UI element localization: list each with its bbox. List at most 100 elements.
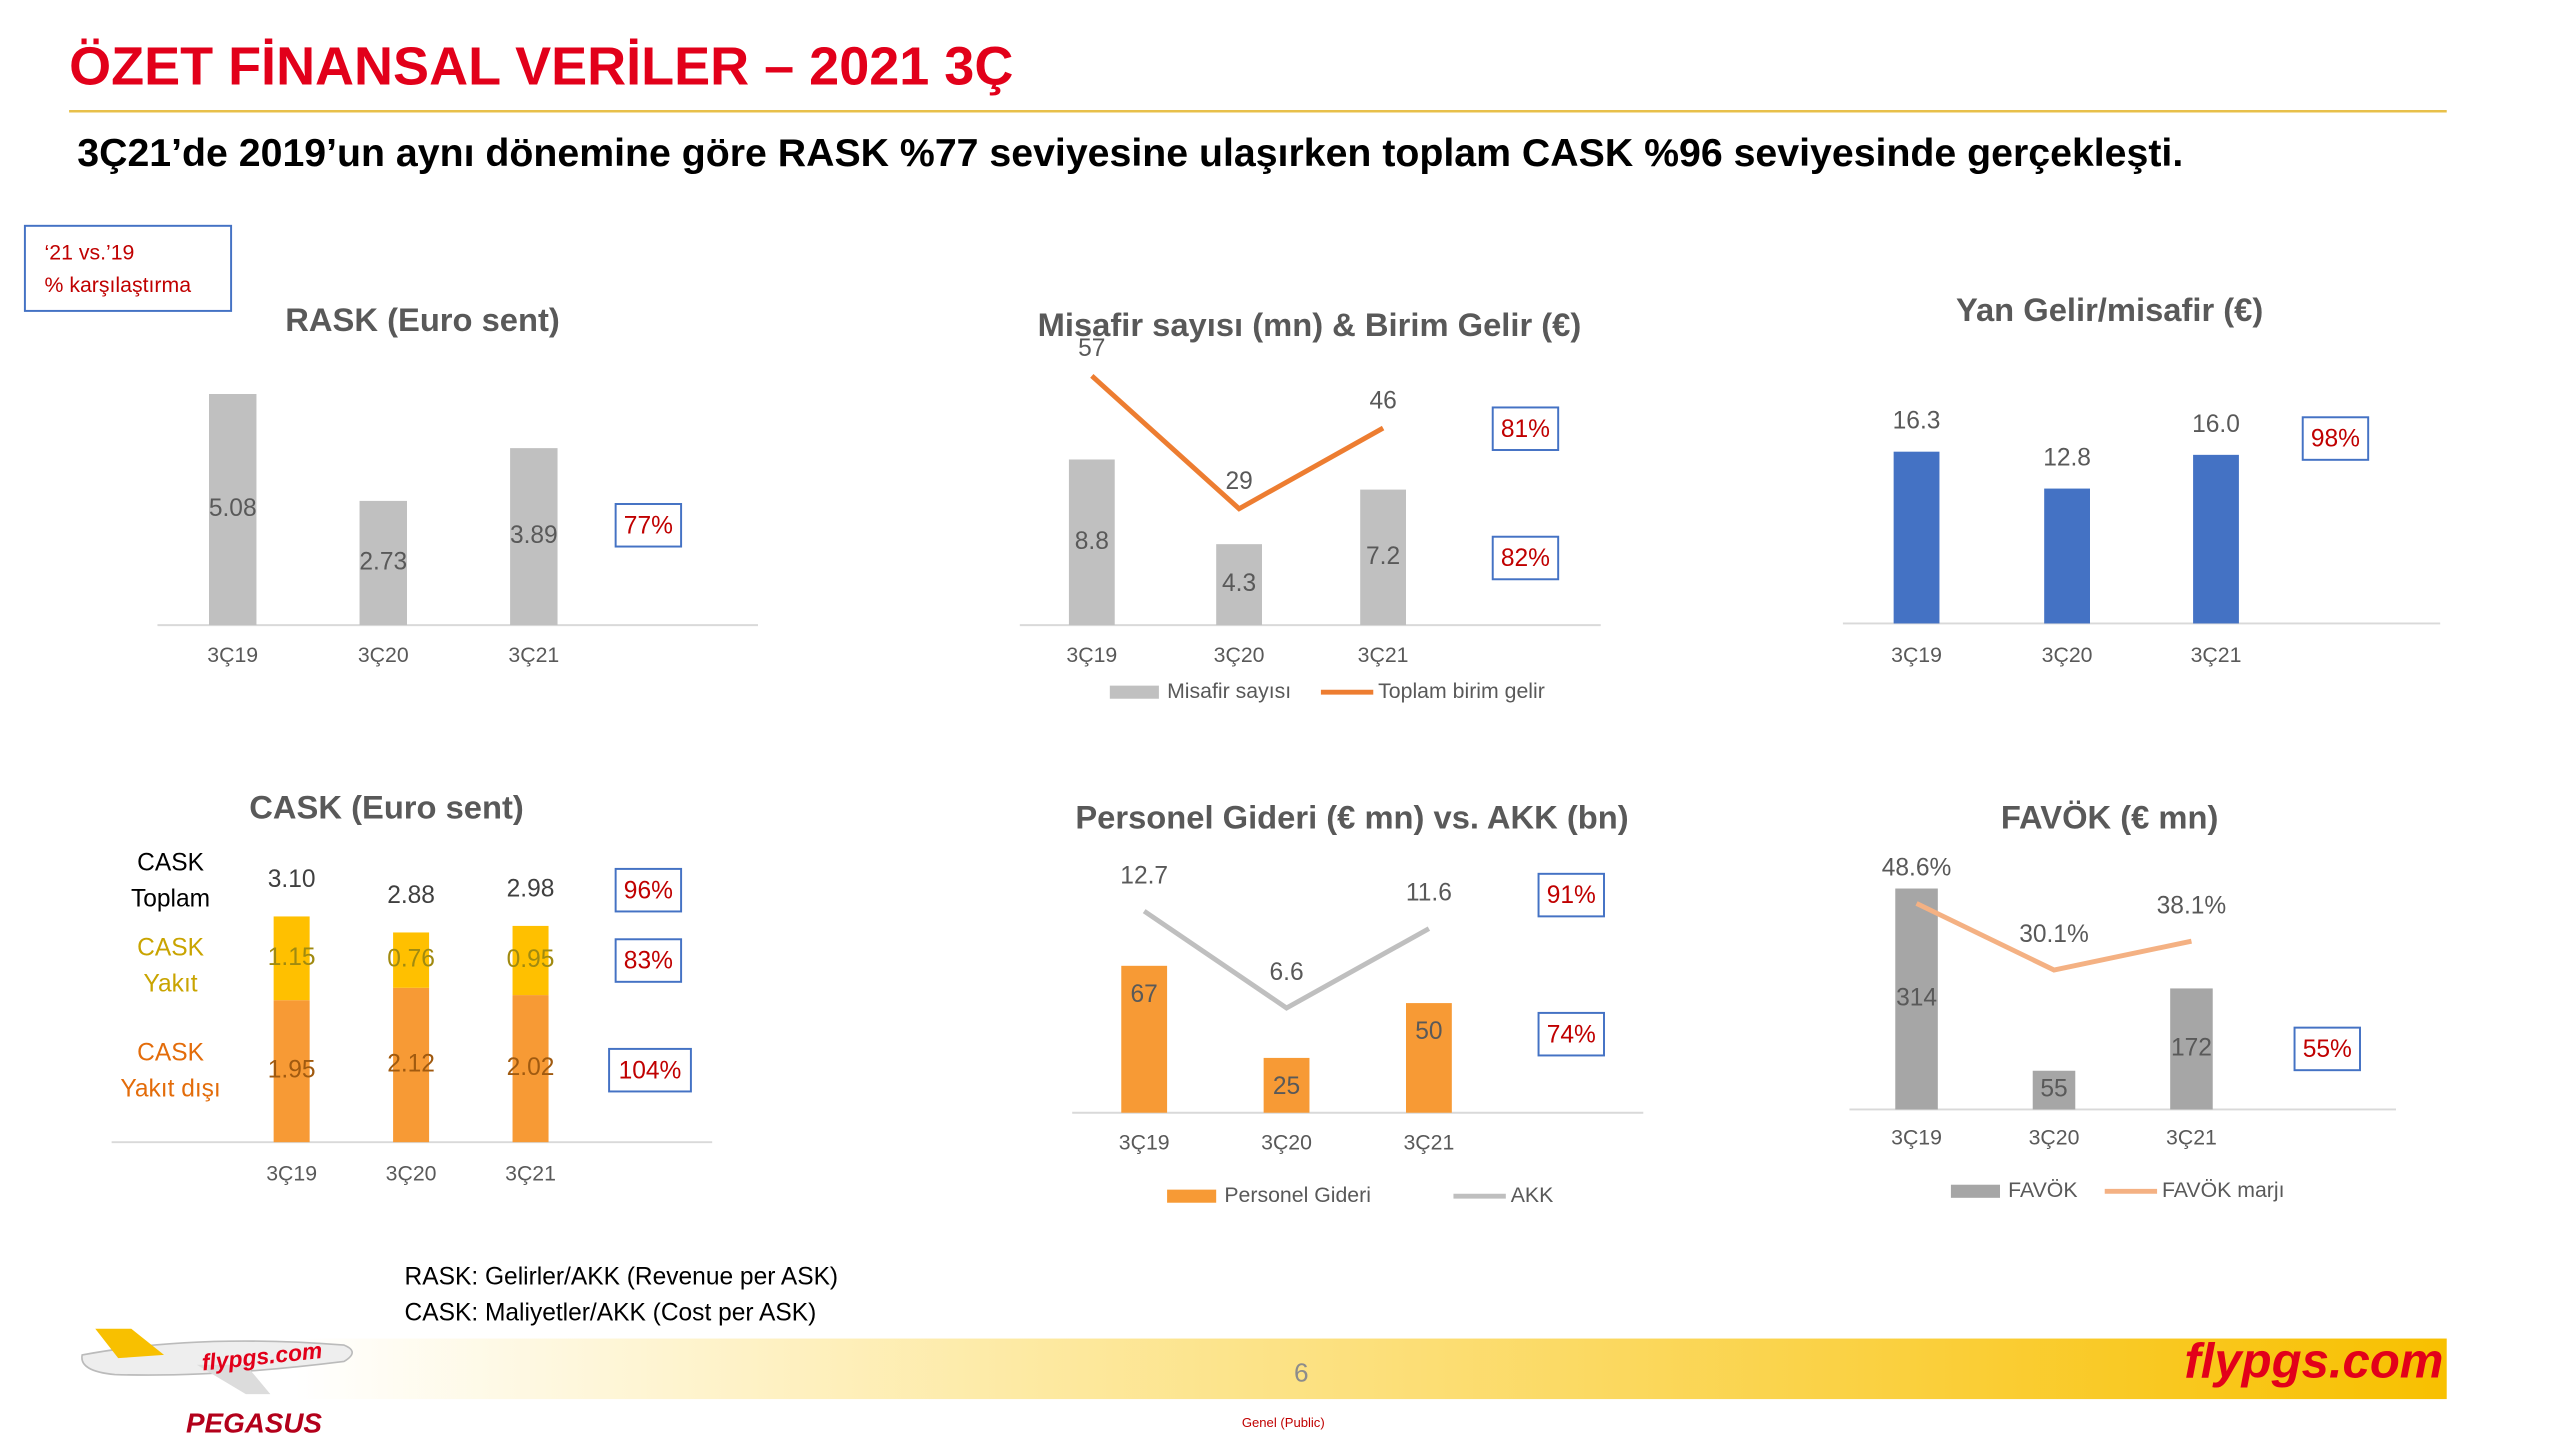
data-label: 12.7 [1120,862,1168,889]
bar [1893,451,1940,624]
data-label: 46 [1369,387,1396,414]
bar [512,925,549,996]
data-label: 55 [2040,1076,2067,1103]
data-label: 2.73 [359,548,407,575]
data-label: 16.0 [2192,411,2240,438]
footer-band [294,1338,2447,1400]
bar [1895,888,1938,1110]
x-tick-label: 3Ç19 [1066,643,1117,667]
data-label: 314 [1896,984,1937,1011]
data-label: 11.6 [1406,880,1452,907]
footnote: RASK: Gelirler/AKK (Revenue per ASK) [405,1263,839,1290]
data-label: 5.08 [209,495,257,522]
slide-subtitle: 3Ç21’de 2019’un aynı dönemine göre RASK … [77,131,2183,175]
data-label: 12.8 [2043,445,2091,472]
legend-box-line: % karşılaştırma [45,273,192,297]
bar [1121,965,1168,1113]
data-label: 0.76 [387,946,435,973]
x-tick-label: 3Ç21 [1403,1130,1454,1154]
x-tick-label: 3Ç20 [1261,1130,1312,1154]
bar [1406,1003,1452,1113]
classification: Genel (Public) [1242,1415,1325,1430]
data-label: 2.12 [387,1050,435,1077]
comparison: 91% [1547,882,1596,909]
bar [512,995,549,1143]
chart-title: CASK (Euro sent) [249,789,523,826]
legend-box [23,224,233,312]
data-label: 50 [1415,1018,1442,1045]
slide-title: ÖZET FİNANSAL VERİLER – 2021 3Ç [69,37,1013,97]
bar [359,500,407,626]
data-label: 0.95 [507,946,555,973]
comparison: 98% [2311,426,2360,453]
x-tick-label: 3Ç19 [266,1162,317,1186]
bar [1216,544,1262,626]
data-label: 67 [1131,981,1158,1008]
legend-label: Personel Gideri [1224,1183,1371,1207]
logo: PEGASUS [186,1408,322,1439]
data-label: 2.02 [507,1054,555,1081]
chart-title: Personel Gideri (€ mn) vs. AKK (bn) [1075,798,1628,835]
data-label: 29 [1225,468,1252,495]
data-label: 7.2 [1366,543,1400,570]
comparison: 74% [1547,1021,1596,1048]
data-label: 4.3 [1222,570,1256,597]
legend-swatch [1109,685,1159,699]
legend-label: Misafir sayısı [1167,679,1291,703]
total-label: 2.88 [387,882,435,909]
line [1142,909,1431,1011]
x-tick-label: 3Ç21 [2191,643,2242,667]
chart-title: FAVÖK (€ mn) [2001,798,2219,835]
data-label: 57 [1078,335,1105,362]
comparison: 96% [624,877,673,904]
comparison: 83% [624,948,673,975]
bar [2044,488,2090,624]
data-label: 1.15 [268,944,316,971]
chart-title: Yan Gelir/misafir (€) [1956,291,2263,328]
comparison-box [2293,1026,2361,1072]
brand: flypgs.com [2184,1335,2443,1389]
comparison-box [1491,406,1560,451]
row-label: Yakıt dışı [120,1075,220,1102]
row-label: CASK [137,849,204,876]
plane-logo: flypgs.com [81,1328,353,1395]
bar [393,987,430,1143]
x-tick-label: 3Ç19 [207,643,258,667]
legend-label: Toplam birim gelir [1378,679,1545,703]
x-tick-label: 3Ç19 [1119,1130,1170,1154]
x-tick-label: 3Ç21 [508,643,559,667]
data-label: 6.6 [1269,959,1303,986]
data-label: 1.95 [268,1057,316,1084]
chart-title: Misafir sayısı (mn) & Birim Gelir (€) [1038,306,1582,343]
x-tick-label: 3Ç20 [358,643,409,667]
data-label: 38.1% [2157,892,2227,919]
comparison-box [1537,872,1605,918]
total-label: 3.10 [268,866,316,893]
bar [510,448,558,626]
data-label: 48.6% [1882,855,1952,882]
x-tick-label: 3Ç19 [1891,1126,1942,1150]
bar [273,1000,310,1143]
bar [2193,454,2239,624]
footnote: CASK: Maliyetler/AKK (Cost per ASK) [405,1299,817,1326]
line [1090,374,1385,512]
comparison-box [614,503,683,548]
row-label: Yakıt [143,971,197,998]
legend-label: FAVÖK [2008,1178,2077,1202]
comparison: 82% [1501,545,1550,572]
total-label: 2.98 [507,875,555,902]
data-label: 25 [1273,1073,1300,1100]
bar [393,932,430,988]
comparison: 81% [1501,416,1550,443]
bar [1360,489,1406,626]
comparison-box [614,938,683,983]
line [1915,901,2192,973]
x-tick-label: 3Ç20 [386,1162,437,1186]
bar [1263,1057,1310,1113]
legend-swatch [1167,1189,1217,1203]
page-number: 6 [1294,1357,1309,1387]
row-label: Toplam [131,885,210,912]
comparison-box [1491,535,1560,581]
comparison-box [1537,1011,1605,1057]
